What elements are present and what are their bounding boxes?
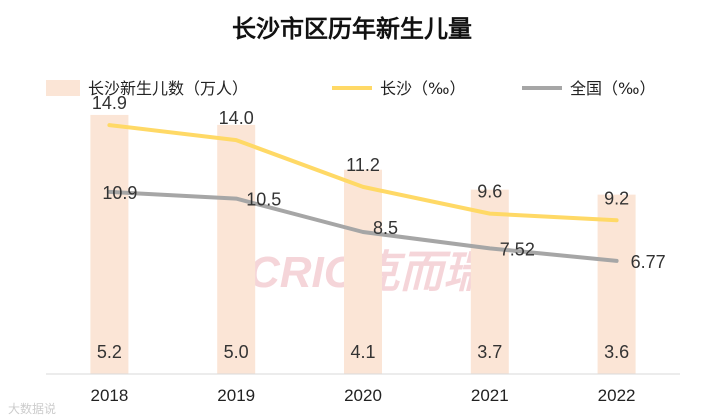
source-mark-text: 大数据说 <box>8 401 56 416</box>
bar-series <box>90 114 636 374</box>
x-axis-ticks: 2018 2019 2020 2021 2022 <box>90 386 635 405</box>
bar-2021 <box>470 189 509 374</box>
chart-title: 长沙市区历年新生儿量 <box>232 15 472 43</box>
x-tick-2020: 2020 <box>344 386 382 405</box>
data-labels: 5.2 5.0 4.1 3.7 3.6 14.9 14.0 11.2 9.6 9.2 10.9 10.… <box>92 93 666 362</box>
legend-swatch-births <box>46 80 80 96</box>
x-tick-2022: 2022 <box>598 386 636 405</box>
changsha-label-2020: 11.2 <box>346 155 380 175</box>
bar-label-2018: 5.2 <box>97 342 122 362</box>
x-tick-2021: 2021 <box>471 386 509 405</box>
bar-2019 <box>217 124 256 374</box>
bar-label-2020: 4.1 <box>350 342 375 362</box>
legend-label-births: 长沙新生儿数（万人） <box>88 79 248 98</box>
national-label-2018: 10.9 <box>102 183 137 203</box>
bar-label-2019: 5.0 <box>224 342 249 362</box>
national-label-2019: 10.5 <box>246 190 281 210</box>
bar-2018 <box>90 114 129 374</box>
legend: 长沙新生儿数（万人） 长沙（‰） 全国（‰） <box>46 79 655 98</box>
national-label-2020: 8.5 <box>373 218 398 238</box>
line-changsha <box>107 123 619 223</box>
changsha-label-2022: 9.2 <box>604 188 629 208</box>
source-mark: 大数据说 <box>8 401 56 416</box>
legend-label-national: 全国（‰） <box>570 79 655 98</box>
legend-label-changsha: 长沙（‰） <box>380 79 465 98</box>
bar-2022 <box>597 194 636 374</box>
bar-2020 <box>344 169 382 374</box>
x-tick-2019: 2019 <box>217 386 255 405</box>
changsha-label-2021: 9.6 <box>477 182 502 202</box>
bar-label-2021: 3.7 <box>477 342 502 362</box>
bar-label-2022: 3.6 <box>604 342 629 362</box>
x-tick-2018: 2018 <box>90 386 128 405</box>
national-label-2021: 7.52 <box>500 239 535 259</box>
changsha-label-2018: 14.9 <box>92 93 127 113</box>
changsha-label-2019: 14.0 <box>219 108 254 128</box>
line-national <box>107 189 619 263</box>
national-label-2022: 6.77 <box>631 252 666 272</box>
line-series <box>107 123 619 263</box>
